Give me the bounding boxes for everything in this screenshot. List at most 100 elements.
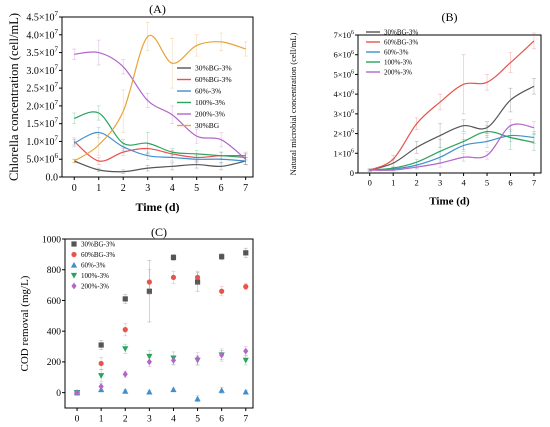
legend-label: 60%BG-3% [384, 38, 418, 46]
tick-exponent: 7 [55, 46, 59, 54]
x-tick-label: 5 [194, 183, 199, 194]
tick-exponent: 7 [55, 81, 59, 89]
plot-frame [357, 34, 542, 174]
y-tick-label: 0.0 [46, 173, 59, 184]
y-tick-label: 1.5×107 [26, 117, 58, 130]
series-line [369, 134, 535, 171]
tick-mantissa: 3.5×10 [26, 48, 54, 59]
legend-label: 60%BG-3% [81, 251, 115, 259]
x-tick-label: 4 [461, 178, 466, 188]
plot-frame [64, 238, 254, 409]
tick-mantissa: 1.0×10 [26, 137, 54, 148]
legend-label: 60%-3% [195, 87, 221, 96]
tick-mantissa: 0 [56, 389, 61, 399]
series-line [369, 130, 535, 171]
series-line [369, 123, 535, 171]
tick-exponent: 7 [55, 28, 59, 36]
tick-exponent: 6 [351, 148, 354, 154]
series-60%-3% [73, 386, 249, 403]
x-tick-label: 7 [243, 183, 248, 194]
y-tick-label: 5×106 [333, 69, 354, 79]
data-point [218, 387, 225, 393]
x-tick-label: 4 [171, 415, 176, 425]
data-point [146, 388, 153, 395]
data-point [122, 327, 128, 333]
series-line [73, 131, 246, 162]
tick-mantissa: 5.0×10 [26, 155, 54, 166]
y-tick-label: 0 [350, 168, 354, 178]
chart-panel-a: (A)0 1 2 3 4 5 6 70.05.0×1061.0×1071.5×1072.0×1… [7, 2, 254, 214]
panel-title: (B) [442, 10, 458, 24]
y-tick-label: 3×106 [333, 109, 354, 119]
x-tick-label: 3 [147, 415, 152, 425]
x-tick-label: 4 [170, 183, 175, 194]
tick-mantissa: 400 [47, 328, 62, 338]
tick-mantissa: 1×10 [333, 148, 351, 158]
tick-mantissa: 3×10 [333, 109, 351, 119]
legend-label: 100%-3% [195, 98, 225, 107]
x-tick-label: 3 [438, 178, 442, 188]
tick-mantissa: 3.0×10 [26, 66, 54, 77]
tick-mantissa: 200 [47, 358, 62, 368]
x-tick-label: 2 [415, 178, 419, 188]
y-tick-label: 1000 [42, 235, 61, 245]
data-point [122, 296, 128, 302]
y-tick-label: 1×106 [333, 148, 354, 158]
legend-label: 30%BG-3% [195, 64, 232, 73]
x-tick-label: 6 [508, 178, 512, 188]
x-tick-label: 6 [219, 415, 224, 425]
legend-label: 200%-3% [195, 110, 225, 119]
data-point [170, 356, 177, 364]
data-point [170, 274, 177, 281]
y-tick-label: 5.0×106 [26, 152, 58, 166]
x-axis-label: Time (d) [135, 200, 179, 214]
y-axis-label: Natural microbial concentration (cell/mL… [288, 32, 298, 175]
series-line [369, 85, 535, 171]
series-line [74, 160, 246, 173]
x-tick-label: 3 [145, 183, 150, 194]
data-point [219, 288, 225, 294]
tick-exponent: 7 [55, 99, 59, 107]
y-tick-label: 3.0×107 [26, 63, 58, 77]
y-tick-label: 600 [47, 297, 62, 307]
series-line [74, 111, 246, 159]
legend-label: 30%BG [195, 121, 220, 130]
data-point [243, 284, 249, 290]
legend-label: 60%-3% [81, 261, 106, 269]
data-point [98, 373, 105, 379]
tick-mantissa: 1000 [42, 235, 61, 245]
tick-exponent: 7 [55, 134, 59, 142]
x-tick-label: 6 [219, 183, 224, 194]
data-point [242, 357, 249, 364]
data-point [146, 279, 152, 285]
x-tick-label: 0 [75, 415, 80, 425]
chart-panel-b: (B)0 1 2 3 4 5 6 701×1062×1063×1064×1065×1066×1… [288, 10, 542, 208]
tick-mantissa: 600 [47, 297, 62, 307]
y-axis-label: COD removal (mg/L) [19, 275, 31, 371]
x-tick-label: 1 [391, 178, 395, 188]
y-tick-label: 3.5×107 [26, 46, 58, 60]
series-200%-3% [72, 39, 248, 165]
x-tick-label: 5 [195, 415, 200, 425]
x-tick-label: 1 [96, 183, 101, 194]
x-tick-label: 2 [123, 415, 128, 425]
tick-mantissa: 4×10 [333, 89, 351, 99]
y-tick-label: 400 [47, 328, 62, 338]
data-point [194, 279, 201, 285]
data-point [122, 388, 129, 394]
tick-exponent: 6 [351, 50, 354, 56]
tick-exponent: 6 [351, 109, 354, 115]
x-tick-label: 7 [243, 415, 248, 425]
data-point [146, 288, 152, 294]
data-point [219, 254, 225, 260]
data-point [74, 389, 80, 397]
legend-label: 30%BG-3% [81, 240, 115, 248]
tick-mantissa: 6×10 [333, 50, 351, 60]
data-point [70, 272, 78, 279]
series-line [73, 34, 246, 162]
legend-label: 200%-3% [384, 68, 412, 76]
panel-title: (A) [149, 2, 166, 16]
chart-panel-c: (C)0123456702004006008001000Time (d)COD … [19, 225, 254, 425]
data-point [71, 282, 77, 290]
y-tick-label: 1.0×107 [26, 134, 58, 148]
